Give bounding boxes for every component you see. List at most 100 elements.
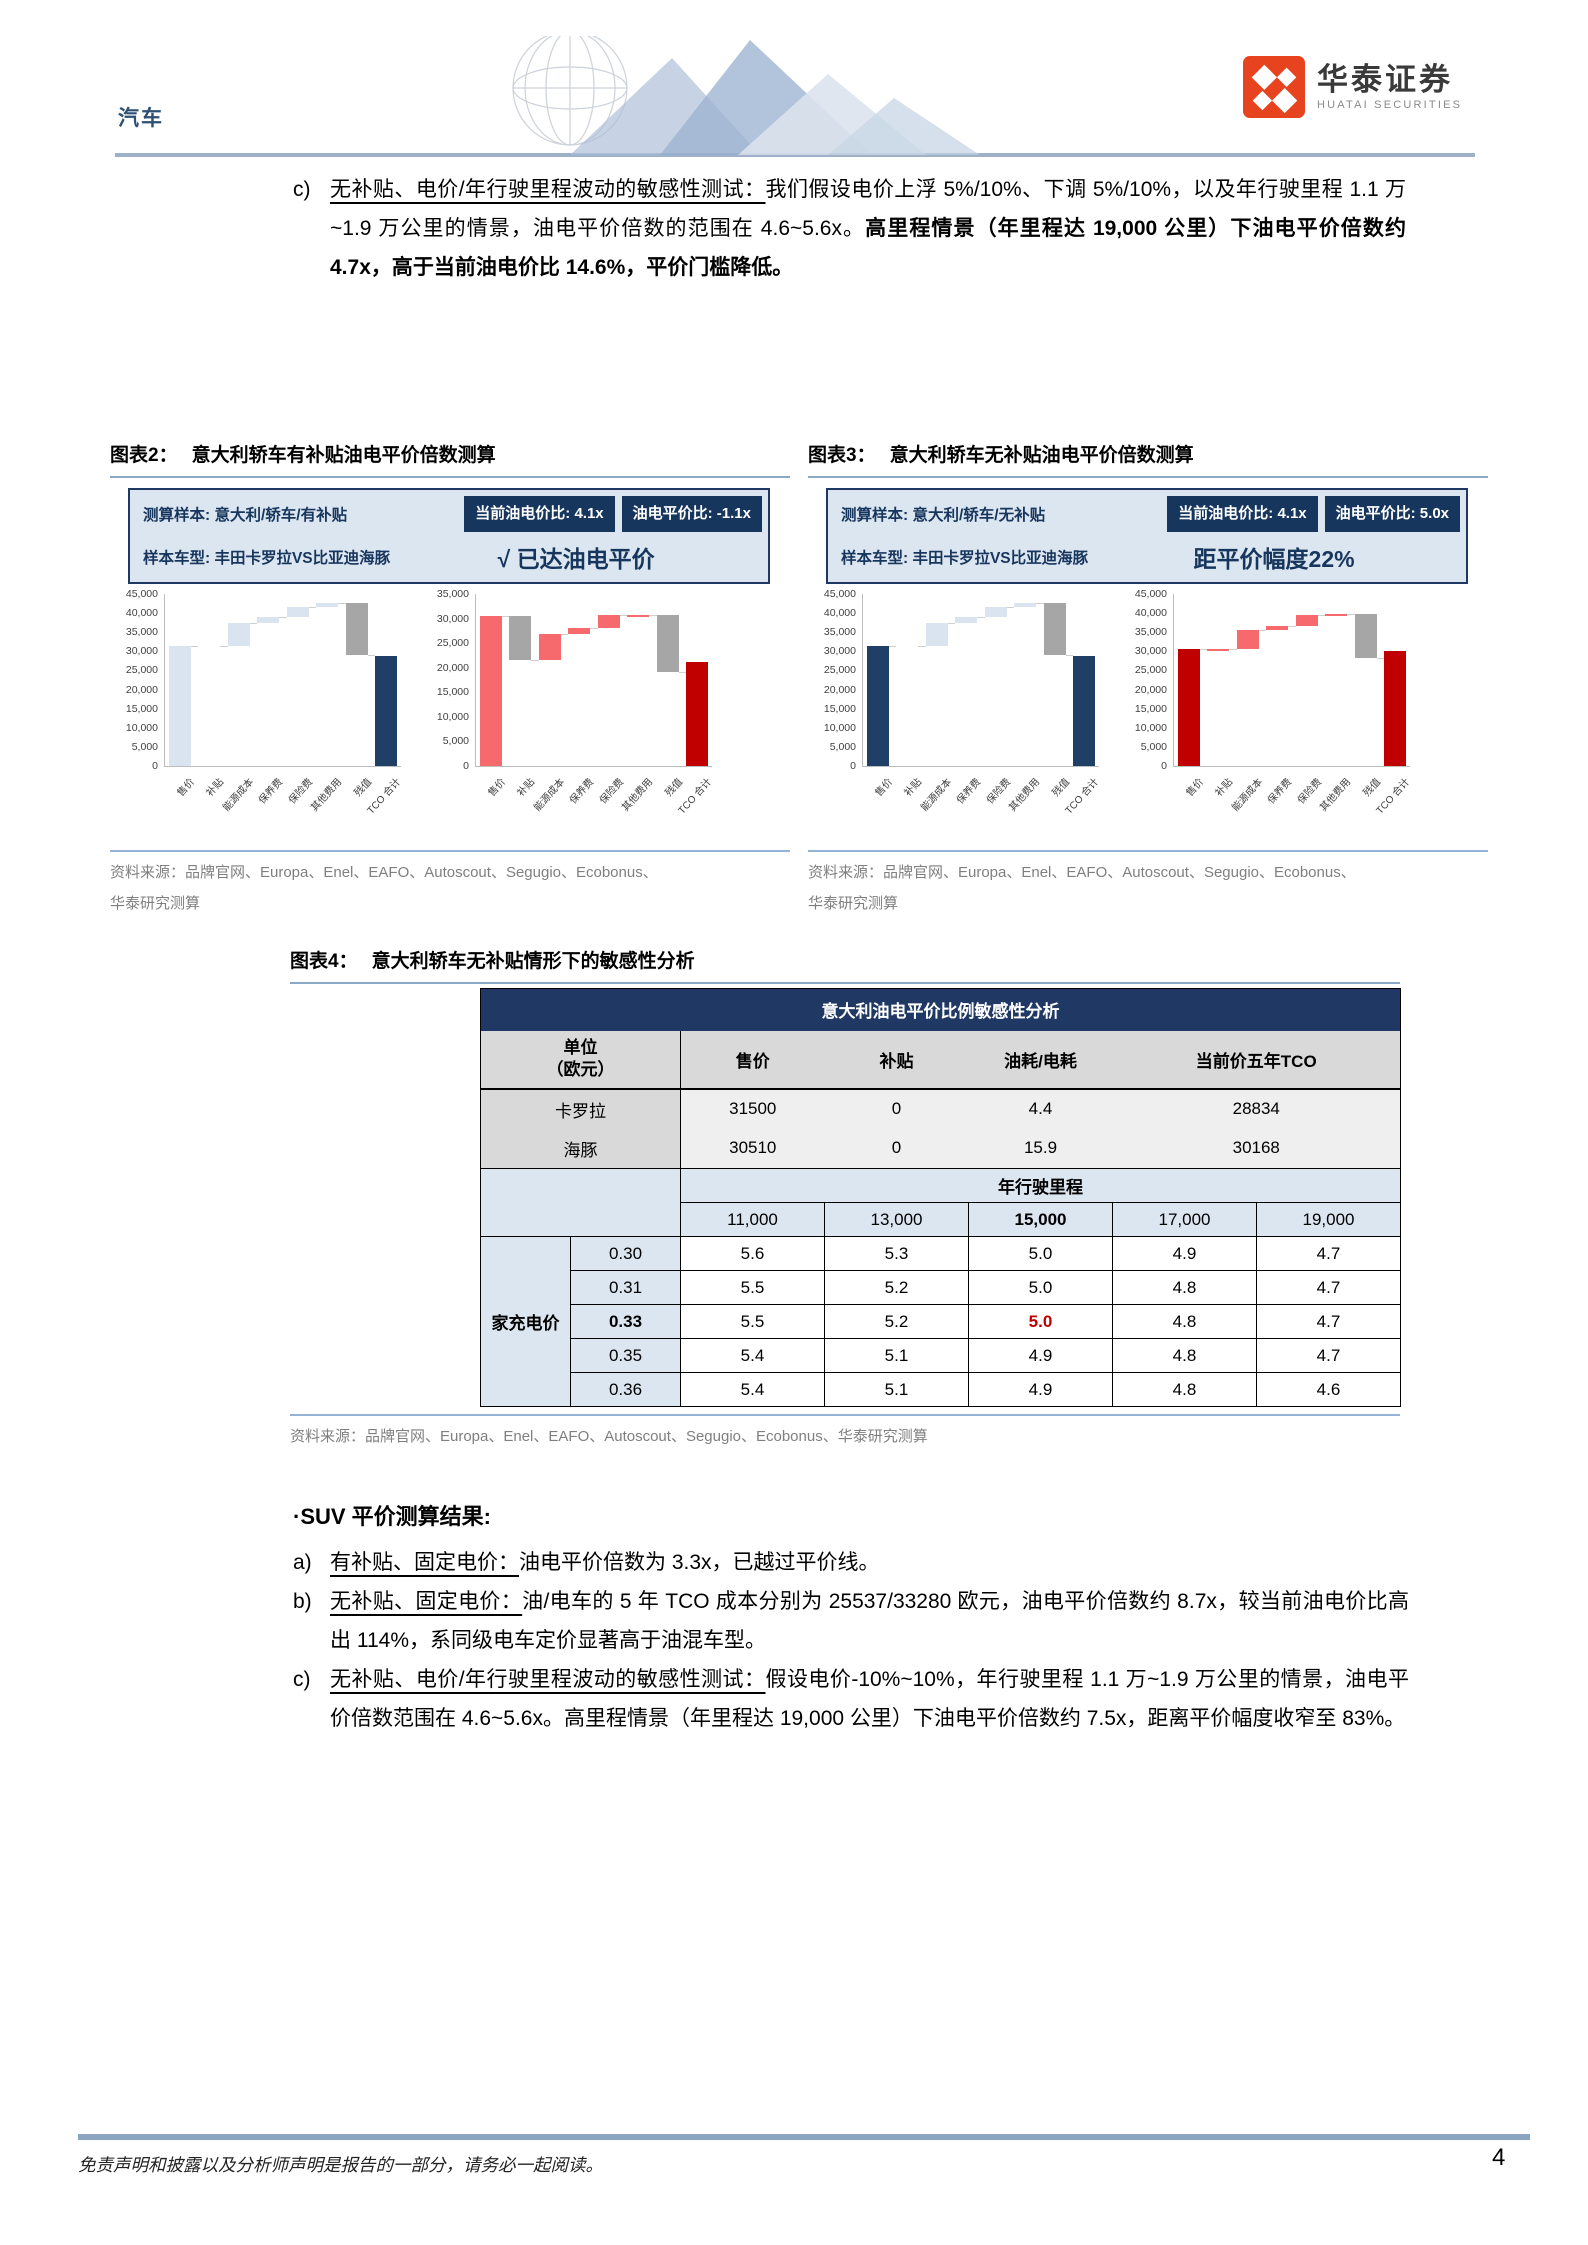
waterfall-connector-line	[918, 645, 926, 647]
table-price-value: 0.33	[570, 1304, 681, 1339]
waterfall-bar-保险费	[1295, 615, 1318, 626]
y-axis-tick-label: 30,000	[125, 645, 158, 658]
waterfall-connector-line	[308, 607, 317, 609]
table-price-value: 0.30	[570, 1236, 681, 1271]
figure4-title-text: 意大利轿车无补贴情形下的敏感性分析	[371, 951, 695, 972]
waterfall-bar-残值	[1354, 614, 1377, 658]
intro-body-regular: 我们假设电价上浮 5%/10%、下调 5%/10%，以及年行驶里程 1.1 万~…	[330, 178, 1406, 240]
table-value-cell: 0	[824, 1088, 969, 1129]
figure4-label: 图表4：	[290, 951, 358, 972]
table-value-cell: 0	[824, 1128, 969, 1169]
intro-body-bold: 高里程情景（年里程达 19,000 公里）下油电平价倍数约 4.7x，高于当前油…	[330, 217, 1406, 279]
waterfall-connector-line	[338, 602, 346, 604]
y-axis-tick-label: 10,000	[1134, 721, 1167, 734]
table-ratio-cell: 4.7	[1256, 1236, 1401, 1271]
waterfall-connector-line	[619, 615, 628, 617]
figure4-source-text: 资料来源：品牌官网、Europa、Enel、EAFO、Autoscout、Seg…	[290, 1414, 1400, 1446]
table-value-cell: 30510	[680, 1128, 825, 1169]
figure4-heading: 图表4： 意大利轿车无补贴情形下的敏感性分析	[290, 946, 1400, 984]
waterfall-connector-line	[560, 634, 569, 636]
waterfall-plot-area: 售价 补贴 能源成本 保养费 保险费 其他费用 残值 TCO 合计	[1173, 594, 1412, 817]
list-marker: c)	[293, 178, 311, 201]
y-axis-tick-label: 10,000	[823, 721, 856, 734]
table-mileage-value: 19,000	[1256, 1202, 1401, 1237]
huatai-logo-icon	[1243, 56, 1305, 118]
figure3-parity-ratio-badge: 油电平价比: 5.0x	[1324, 495, 1460, 532]
table-value-cell: 30168	[1112, 1128, 1401, 1169]
y-axis-tick-label: 25,000	[1134, 664, 1167, 677]
waterfall-bar-其他费用	[1014, 602, 1037, 608]
y-axis-tick-label: 5,000	[829, 740, 856, 753]
intro-lead-underlined: 无补贴、电价/年行驶里程波动的敏感性测试：	[330, 178, 766, 201]
waterfall-connector-line	[501, 616, 510, 618]
waterfall-connector-line	[279, 616, 287, 618]
y-axis-tick-label: 10,000	[125, 721, 158, 734]
suv-section-heading: ·SUV 平价测算结果:	[293, 1504, 492, 1529]
footer-disclaimer: 免责声明和披露以及分析师声明是报告的一部分，请务必一起阅读。	[78, 2156, 603, 2176]
figure4-title: 图表4： 意大利轿车无补贴情形下的敏感性分析	[290, 946, 1400, 982]
suv-item-a-lead: 有补贴、固定电价：	[330, 1551, 519, 1574]
y-axis-tick-label: 0	[1161, 760, 1167, 772]
waterfall-bar-能源成本	[1236, 629, 1259, 650]
y-axis-tick-label: 30,000	[1134, 645, 1167, 658]
waterfall-connector-line	[1036, 602, 1044, 604]
waterfall-connector-line	[531, 660, 539, 662]
table-value-cell: 15.9	[968, 1128, 1113, 1169]
waterfall-bar-保养费	[955, 616, 978, 623]
figure3-label: 图表3：	[808, 445, 876, 466]
waterfall-bar-TCO 合计	[686, 661, 709, 766]
suv-item-b-lead: 无补贴、固定电价：	[330, 1590, 523, 1613]
list-marker: a)	[293, 1551, 312, 1574]
y-axis-tick-label: 30,000	[823, 645, 856, 658]
figure3-ev-waterfall-chart: 45,000 40,000 35,000 30,000 25,000 20,000 15,0…	[1119, 588, 1413, 846]
waterfall-bar-售价	[479, 616, 502, 766]
y-axis-tick-label: 35,000	[1134, 626, 1167, 639]
table-price-value: 0.36	[570, 1372, 681, 1407]
y-axis-tick-label: 20,000	[823, 683, 856, 696]
figure2-status-text: √ 已达油电平价	[497, 545, 655, 572]
table-ratio-cell: 4.8	[1112, 1372, 1257, 1407]
figure3-ice-waterfall-chart: 45,000 40,000 35,000 30,000 25,000 20,000 15,0…	[808, 588, 1102, 846]
y-axis-tick-label: 5,000	[131, 740, 158, 753]
waterfall-bar-售价	[168, 645, 191, 766]
waterfall-connector-line	[1065, 655, 1074, 657]
table-col-header: 售价	[680, 1030, 825, 1090]
figure2-label: 图表2：	[110, 445, 178, 466]
waterfall-bar-售价	[866, 645, 889, 766]
waterfall-connector-line	[888, 645, 897, 647]
waterfall-connector-line	[1258, 629, 1267, 631]
waterfall-bar-残值	[345, 602, 368, 656]
table-ratio-cell-highlighted: 5.0	[968, 1304, 1113, 1339]
table-ratio-cell: 5.0	[968, 1236, 1113, 1271]
figure3-source-rule	[808, 850, 1488, 852]
waterfall-bar-残值	[656, 614, 679, 672]
y-axis-tick-label: 5,000	[1140, 740, 1167, 753]
table-col-header: 当前价五年TCO	[1112, 1030, 1401, 1090]
table-title-cell: 意大利油电平价比例敏感性分析	[480, 988, 1401, 1031]
list-marker: c)	[293, 1668, 311, 1691]
table-mileage-value: 15,000	[968, 1202, 1113, 1237]
waterfall-bar-TCO 合计	[1384, 650, 1407, 766]
y-axis-tick-label: 15,000	[436, 686, 469, 699]
waterfall-bar-保险费	[286, 607, 309, 617]
figure2-sample-label: 测算样本: 意大利/轿车/有补贴	[143, 506, 348, 524]
figure2-current-ratio-badge: 当前油电价比: 4.1x	[464, 495, 615, 532]
y-axis-tick-label: 40,000	[1134, 607, 1167, 620]
waterfall-bar-补贴	[1207, 649, 1230, 652]
table-ratio-cell: 4.6	[1256, 1372, 1401, 1407]
table-ratio-cell: 4.7	[1256, 1304, 1401, 1339]
waterfall-connector-line	[1376, 657, 1385, 659]
table-price-value: 0.31	[570, 1270, 681, 1305]
waterfall-connector-line	[1347, 614, 1355, 616]
table-col-header: 补贴	[824, 1030, 969, 1090]
table-mileage-value: 13,000	[824, 1202, 969, 1237]
figure3-title: 图表3： 意大利轿车无补贴油电平价倍数测算	[808, 440, 1488, 476]
waterfall-connector-line	[590, 628, 598, 630]
table-ratio-cell: 4.9	[968, 1338, 1113, 1373]
figure2-model-label: 样本车型: 丰田卡罗拉VS比亚迪海豚	[143, 549, 391, 567]
y-axis-tick-label: 25,000	[436, 637, 469, 650]
table-price-label: 家充电价	[480, 1236, 571, 1407]
suv-item-b-body: 油/电车的 5 年 TCO 成本分别为 25537/33280 欧元，油电平价倍…	[330, 1590, 1410, 1652]
waterfall-connector-line	[678, 671, 687, 673]
suv-section: ·SUV 平价测算结果: a) 有补贴、固定电价：油电平价倍数为 3.3x，已越…	[293, 1497, 1409, 1738]
